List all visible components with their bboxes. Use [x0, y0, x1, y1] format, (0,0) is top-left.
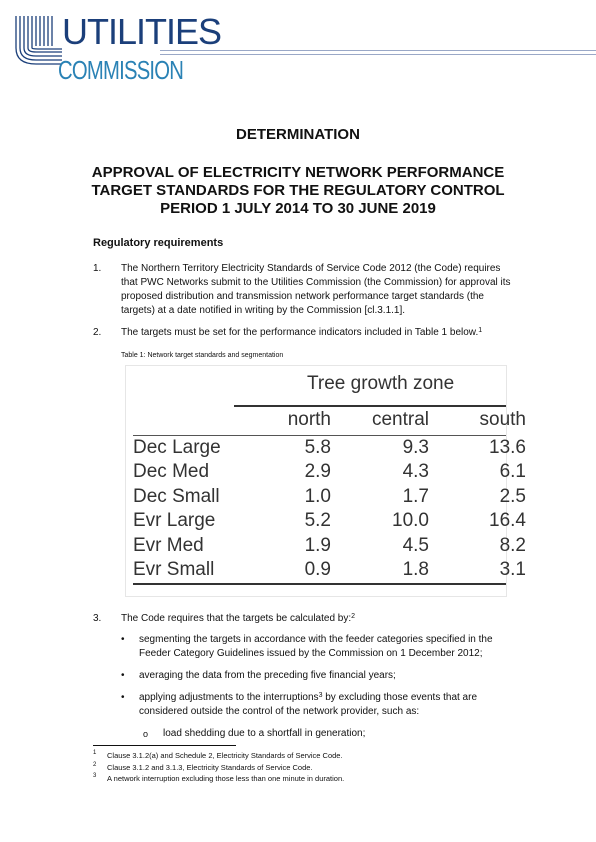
row-label: Evr Med [133, 535, 204, 556]
table-row: Dec Large 5.8 9.3 13.6 [133, 437, 526, 461]
cell-central: 4.5 [402, 535, 429, 556]
text-line: applying adjustments to the interruption… [139, 691, 533, 705]
paragraph-number: 2. [93, 327, 102, 338]
table-row: Evr Small 0.9 1.8 3.1 [133, 559, 526, 583]
section-heading: Regulatory requirements [93, 237, 224, 249]
paragraph-2: 2. The targets must be set for the perfo… [93, 326, 533, 340]
cell-north: 0.9 [304, 559, 331, 580]
footnote-ref[interactable]: 1 [478, 327, 483, 334]
logo-stripes-icon [15, 16, 62, 65]
text-segment: applying adjustments to the interruption… [139, 692, 319, 703]
footnote-text: Clause 3.1.2 and 3.1.3, Electricity Stan… [107, 763, 313, 772]
utilities-commission-logo: UTILITIES COMMISSION [14, 12, 222, 92]
text-line: Feeder Category Guidelines issued by the… [139, 648, 483, 659]
footnote: 1 Clause 3.1.2(a) and Schedule 2, Electr… [93, 750, 533, 761]
cell-north: 5.2 [304, 510, 331, 531]
table-row: Evr Med 1.9 4.5 8.2 [133, 535, 526, 559]
cell-south: 13.6 [489, 437, 526, 458]
text-line: segmenting the targets in accordance wit… [139, 634, 493, 645]
text-line: The Northern Territory Electricity Stand… [121, 263, 501, 274]
row-label: Dec Small [133, 486, 220, 507]
footnote: 3 A network interruption excluding those… [93, 773, 533, 784]
sub-bullet-item: o load shedding due to a shortfall in ge… [93, 727, 533, 741]
text-line: The targets must be set for the performa… [121, 327, 479, 338]
text-line: proposed distribution and transmission n… [121, 291, 484, 302]
bullet-icon: • [121, 634, 125, 645]
cell-north: 1.9 [304, 535, 331, 556]
sub-bullet-icon: o [143, 729, 149, 739]
title-line: PERIOD 1 JULY 2014 TO 30 JUNE 2019 [160, 200, 436, 217]
bullet-icon: • [121, 670, 125, 681]
footnote-number: 2 [93, 762, 97, 768]
cell-south: 3.1 [499, 559, 526, 580]
cell-north: 1.0 [304, 486, 331, 507]
paragraph-text: The Code requires that the targets be ca… [121, 612, 533, 626]
text-line: that PWC Networks submit to the Utilitie… [121, 277, 511, 288]
footnote: 2 Clause 3.1.2 and 3.1.3, Electricity St… [93, 762, 533, 773]
footnote-text: Clause 3.1.2(a) and Schedule 2, Electric… [107, 751, 343, 760]
paragraph-1: 1. The Northern Territory Electricity St… [93, 262, 533, 320]
table-bottom-rule [133, 583, 506, 585]
header-rule [133, 435, 506, 436]
text-line: targets) at a date notified in writing b… [121, 305, 406, 316]
network-targets-table: Tree growth zone north central south Dec… [121, 365, 526, 597]
bullet-item: • segmenting the targets in accordance w… [93, 633, 533, 661]
row-label: Dec Large [133, 437, 221, 458]
bullet-text: averaging the data from the preceding fi… [139, 669, 533, 683]
table-title: Tree growth zone [307, 373, 455, 394]
cell-south: 8.2 [499, 535, 526, 556]
cell-central: 4.3 [402, 461, 429, 482]
table-row: Dec Med 2.9 4.3 6.1 [133, 461, 526, 485]
logo-line-1: UTILITIES [62, 11, 222, 52]
cell-central: 1.8 [402, 559, 429, 580]
cell-south: 16.4 [489, 510, 526, 531]
cell-central: 1.7 [402, 486, 429, 507]
column-header-south: south [479, 409, 526, 430]
column-header-north: north [287, 409, 331, 430]
table-row: Evr Large 5.2 10.0 16.4 [133, 510, 526, 534]
text-segment: by excluding those events that are [322, 692, 478, 703]
cell-south: 2.5 [499, 486, 526, 507]
header-rule [160, 50, 596, 51]
cell-south: 6.1 [499, 461, 526, 482]
footnote-text: A network interruption excluding those l… [107, 774, 345, 783]
title-line: APPROVAL OF ELECTRICITY NETWORK PERFORMA… [91, 164, 505, 181]
column-header-central: central [371, 409, 429, 430]
title-line: TARGET STANDARDS FOR THE REGULATORY CONT… [91, 182, 505, 199]
footnote-ref[interactable]: 3 [318, 692, 323, 699]
paragraph-number: 1. [93, 263, 102, 274]
zone-rule [234, 405, 506, 407]
bullet-item: • applying adjustments to the interrupti… [93, 691, 533, 719]
paragraph-number: 3. [93, 613, 102, 624]
table-row: Dec Small 1.0 1.7 2.5 [133, 486, 526, 510]
sub-bullet-text: load shedding due to a shortfall in gene… [163, 728, 366, 739]
text-line: averaging the data from the preceding fi… [139, 670, 396, 681]
table-frame [125, 365, 507, 597]
footnote-number: 3 [93, 773, 97, 779]
header-rule [160, 54, 596, 55]
text-line: The Code requires that the targets be ca… [121, 613, 352, 624]
document-heading: DETERMINATION [236, 126, 360, 143]
footnote-separator [93, 745, 236, 746]
cell-central: 10.0 [392, 510, 429, 531]
paragraph-3: 3. The Code requires that the targets be… [93, 612, 533, 626]
paragraph-text: The targets must be set for the performa… [121, 326, 533, 340]
cell-north: 5.8 [304, 437, 331, 458]
footnote-number: 1 [93, 750, 97, 756]
logo-line-2: COMMISSION [58, 55, 184, 85]
row-label: Evr Small [133, 559, 215, 580]
table-caption: Table 1: Network target standards and se… [121, 352, 284, 359]
cell-central: 9.3 [402, 437, 429, 458]
row-label: Dec Med [133, 461, 210, 482]
row-label: Evr Large [133, 510, 216, 531]
paragraph-text: The Northern Territory Electricity Stand… [121, 262, 533, 318]
cell-north: 2.9 [304, 461, 331, 482]
bullet-icon: • [121, 692, 125, 703]
bullet-text: segmenting the targets in accordance wit… [139, 633, 533, 661]
footnote-ref[interactable]: 2 [351, 613, 356, 620]
document-title: APPROVAL OF ELECTRICITY NETWORK PERFORMA… [0, 164, 596, 218]
bullet-item: • averaging the data from the preceding … [93, 669, 533, 683]
text-line: considered outside the control of the ne… [139, 706, 420, 717]
bullet-text: applying adjustments to the interruption… [139, 691, 533, 719]
